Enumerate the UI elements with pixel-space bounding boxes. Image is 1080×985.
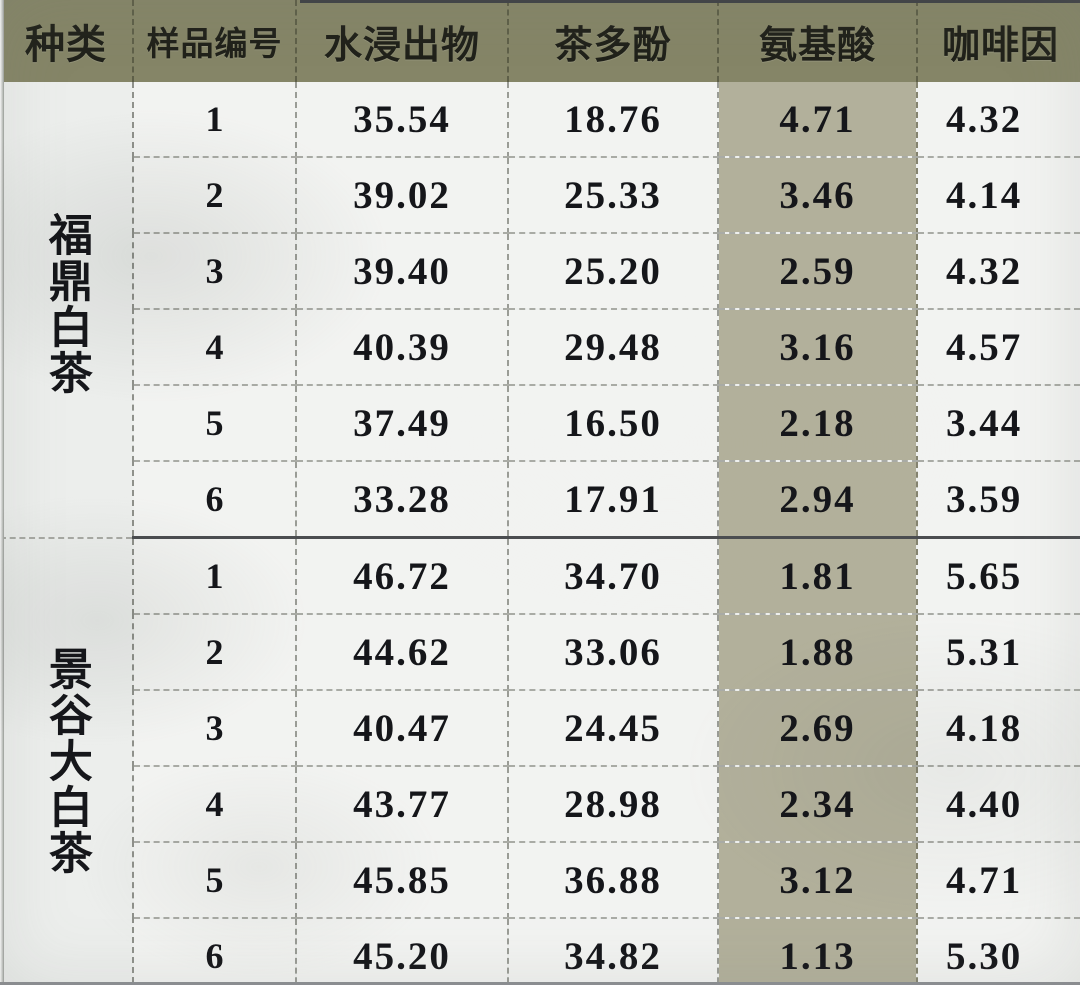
- group-label-cell-1: 景谷大白茶: [0, 537, 134, 985]
- table-row: 2 44.62 33.06 1.88 5.31: [0, 614, 1080, 691]
- cell-sample-no: 2: [133, 157, 297, 234]
- page-edge-left: [0, 0, 4, 985]
- cell-caffeine: 4.71: [917, 842, 1080, 919]
- cell-caffeine: 4.18: [917, 690, 1080, 767]
- cell-caffeine: 4.57: [917, 309, 1080, 386]
- cell-tea-polyphenols: 34.70: [508, 537, 719, 615]
- group-label-1: 景谷大白茶: [41, 646, 91, 876]
- cell-caffeine: 3.59: [917, 461, 1080, 539]
- cell-sample-no: 1: [133, 537, 297, 615]
- cell-tea-polyphenols: 25.20: [508, 233, 719, 310]
- column-header-amino-acid: 氨基酸: [718, 0, 918, 82]
- page-edge-top: [300, 0, 1080, 3]
- cell-amino-acid: 3.46: [718, 157, 918, 234]
- table-row: 4 43.77 28.98 2.34 4.40: [0, 766, 1080, 843]
- cell-tea-polyphenols: 18.76: [508, 82, 719, 158]
- cell-tea-polyphenols: 36.88: [508, 842, 719, 919]
- column-header-tea-polyphenols-label: 茶多酚: [554, 24, 672, 67]
- cell-amino-acid: 2.69: [718, 690, 918, 767]
- cell-water-extract: 37.49: [296, 385, 509, 462]
- table-row: 2 39.02 25.33 3.46 4.14: [0, 157, 1080, 234]
- column-header-caffeine: 咖啡因: [917, 0, 1080, 82]
- cell-sample-no: 1: [133, 82, 297, 158]
- table-body: 福鼎白茶 1 35.54 18.76 4.71 4.32 2 39.02 25.…: [0, 82, 1080, 985]
- cell-caffeine: 5.30: [917, 918, 1080, 985]
- cell-caffeine: 4.32: [917, 82, 1080, 158]
- table-row: 5 37.49 16.50 2.18 3.44: [0, 385, 1080, 462]
- cell-sample-no: 6: [133, 918, 297, 985]
- cell-water-extract: 43.77: [296, 766, 509, 843]
- cell-tea-polyphenols: 16.50: [508, 385, 719, 462]
- cell-water-extract: 40.47: [296, 690, 509, 767]
- cell-water-extract: 44.62: [296, 614, 509, 691]
- cell-water-extract: 39.40: [296, 233, 509, 310]
- cell-tea-polyphenols: 17.91: [508, 461, 719, 539]
- cell-water-extract: 39.02: [296, 157, 509, 234]
- cell-water-extract: 33.28: [296, 461, 509, 539]
- table-row: 6 33.28 17.91 2.94 3.59: [0, 461, 1080, 539]
- cell-caffeine: 4.32: [917, 233, 1080, 310]
- table-row: 景谷大白茶 1 46.72 34.70 1.81 5.65: [0, 537, 1080, 985]
- cell-water-extract: 35.54: [296, 82, 509, 158]
- cell-sample-no: 3: [133, 233, 297, 310]
- column-header-sample-no-label: 样品编号: [146, 27, 283, 63]
- table-row: 5 45.85 36.88 3.12 4.71: [0, 842, 1080, 919]
- cell-water-extract: 46.72: [296, 537, 509, 615]
- cell-amino-acid: 2.18: [718, 385, 918, 462]
- cell-sample-no: 4: [133, 766, 297, 843]
- cell-sample-no: 4: [133, 309, 297, 386]
- table-row: 3 39.40 25.20 2.59 4.32: [0, 233, 1080, 310]
- table-row: 3 40.47 24.45 2.69 4.18: [0, 690, 1080, 767]
- cell-amino-acid: 2.34: [718, 766, 918, 843]
- cell-amino-acid: 2.94: [718, 461, 918, 539]
- cell-tea-polyphenols: 29.48: [508, 309, 719, 386]
- header-row: 种类 样品编号 水浸出物 茶多酚 氨基酸 咖啡因: [0, 0, 1080, 82]
- cell-amino-acid: 1.88: [718, 614, 918, 691]
- column-header-sample-no: 样品编号: [133, 0, 297, 82]
- column-header-water-extract: 水浸出物: [296, 0, 509, 82]
- cell-amino-acid: 3.12: [718, 842, 918, 919]
- cell-sample-no: 5: [133, 842, 297, 919]
- cell-sample-no: 2: [133, 614, 297, 691]
- group-label-0: 福鼎白茶: [41, 212, 91, 397]
- column-header-amino-acid-label: 氨基酸: [758, 24, 876, 67]
- cell-caffeine: 4.40: [917, 766, 1080, 843]
- cell-amino-acid: 3.16: [718, 309, 918, 386]
- cell-water-extract: 45.85: [296, 842, 509, 919]
- cell-sample-no: 5: [133, 385, 297, 462]
- cell-water-extract: 40.39: [296, 309, 509, 386]
- cell-caffeine: 3.44: [917, 385, 1080, 462]
- cell-water-extract: 45.20: [296, 918, 509, 985]
- group-label-cell-0: 福鼎白茶: [0, 82, 134, 539]
- column-header-caffeine-label: 咖啡因: [942, 24, 1060, 67]
- cell-caffeine: 5.31: [917, 614, 1080, 691]
- column-header-water-extract-label: 水浸出物: [323, 24, 480, 67]
- cell-sample-no: 6: [133, 461, 297, 539]
- column-header-tea-polyphenols: 茶多酚: [508, 0, 719, 82]
- cell-tea-polyphenols: 34.82: [508, 918, 719, 985]
- cell-tea-polyphenols: 25.33: [508, 157, 719, 234]
- cell-amino-acid: 4.71: [718, 82, 918, 158]
- cell-caffeine: 5.65: [917, 537, 1080, 615]
- table-row: 6 45.20 34.82 1.13 5.30: [0, 918, 1080, 985]
- cell-amino-acid: 1.13: [718, 918, 918, 985]
- table-row: 福鼎白茶 1 35.54 18.76 4.71 4.32: [0, 82, 1080, 539]
- column-header-type: 种类: [0, 0, 134, 82]
- cell-tea-polyphenols: 24.45: [508, 690, 719, 767]
- table-row: 4 40.39 29.48 3.16 4.57: [0, 309, 1080, 386]
- cell-amino-acid: 2.59: [718, 233, 918, 310]
- column-header-type-label: 种类: [25, 22, 107, 67]
- cell-tea-polyphenols: 33.06: [508, 614, 719, 691]
- cell-amino-acid: 1.81: [718, 537, 918, 615]
- table-header: 种类 样品编号 水浸出物 茶多酚 氨基酸 咖啡因: [0, 0, 1080, 82]
- cell-caffeine: 4.14: [917, 157, 1080, 234]
- cell-tea-polyphenols: 28.98: [508, 766, 719, 843]
- page-edge-bottom: [0, 982, 1080, 985]
- cell-sample-no: 3: [133, 690, 297, 767]
